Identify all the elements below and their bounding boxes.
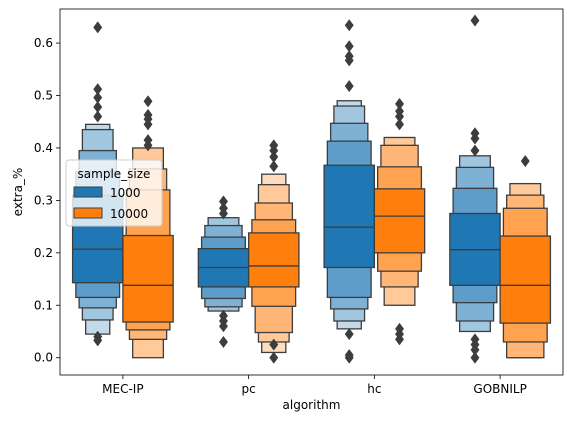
outlier-point (344, 79, 354, 93)
outlier-point (395, 105, 405, 118)
y-axis-label: extra_% (11, 168, 25, 217)
outlier-point (344, 19, 354, 32)
outlier-point (269, 139, 279, 152)
legend-swatch (73, 207, 103, 219)
outlier-point (344, 328, 354, 341)
outlier-point (143, 108, 153, 122)
y-tick-label: 0.5 (34, 89, 53, 103)
outlier-point (269, 338, 279, 351)
boxen-level-box (323, 164, 376, 269)
boxen-level-box (122, 234, 174, 323)
outlier-point (470, 127, 480, 140)
legend-title: sample_size (78, 167, 151, 181)
outlier-point (470, 144, 480, 157)
outlier-point (344, 50, 354, 63)
outlier-point (470, 351, 480, 364)
legend-swatch (73, 186, 103, 198)
y-tick-label: 0.3 (34, 193, 53, 207)
y-tick-label: 0.4 (34, 141, 53, 155)
axes: 0.0 0.1 0.2 0.3 0.4 0.5 0.6 MEC-IP pc hc GOBNILP al… (11, 8, 564, 412)
y-tick-label: 0.2 (34, 246, 53, 260)
outlier-point (269, 160, 279, 173)
outlier-point (395, 118, 405, 131)
outlier-point (470, 14, 480, 27)
outlier-point (218, 320, 228, 333)
y-tick-label: 0.1 (34, 298, 53, 312)
outlier-point (143, 133, 153, 147)
outlier-point (218, 195, 228, 208)
outlier-point (93, 100, 103, 114)
axes-frame (59, 8, 564, 376)
legend-entry-label: 1000 (110, 186, 141, 200)
outlier-point (218, 335, 228, 349)
x-tick-label: hc (367, 382, 381, 396)
y-tick-label: 0.6 (34, 36, 53, 50)
outlier-point (269, 150, 279, 163)
outlier-point (93, 334, 103, 347)
outlier-point (93, 83, 103, 96)
x-tick-label: pc (242, 382, 256, 396)
x-tick-label: MEC-IP (102, 382, 143, 396)
x-tick-label: GOBNILP (473, 382, 526, 396)
y-tick-label: 0.0 (34, 351, 53, 365)
boxen-level-box (499, 235, 552, 324)
outlier-point (344, 351, 354, 364)
outlier-point (269, 351, 279, 364)
outlier-point (395, 97, 405, 110)
x-axis-label: algorithm (283, 398, 341, 412)
outlier-point (93, 21, 103, 34)
outlier-point (218, 202, 228, 215)
outlier-point (143, 95, 153, 108)
legend: sample_size 1000 10000 (65, 159, 163, 227)
outlier-point (344, 40, 354, 53)
outlier-point (93, 91, 103, 104)
outlier-point (93, 110, 103, 123)
legend-entry-label: 10000 (110, 207, 148, 221)
boxen-level-box (373, 188, 426, 254)
boxen-level-box (247, 232, 300, 288)
plot-area (71, 14, 552, 364)
outlier-point (520, 154, 530, 168)
outlier-point (395, 333, 405, 346)
